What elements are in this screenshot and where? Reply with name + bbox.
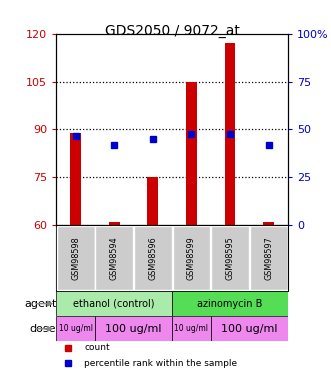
- Text: azinomycin B: azinomycin B: [197, 298, 263, 309]
- FancyBboxPatch shape: [56, 316, 95, 341]
- FancyBboxPatch shape: [134, 226, 172, 290]
- FancyBboxPatch shape: [56, 291, 172, 316]
- Bar: [70, 133, 81, 225]
- FancyBboxPatch shape: [57, 226, 95, 290]
- Text: ethanol (control): ethanol (control): [73, 298, 155, 309]
- Bar: [109, 222, 119, 225]
- FancyBboxPatch shape: [172, 291, 288, 316]
- Bar: [186, 82, 197, 225]
- FancyBboxPatch shape: [211, 226, 249, 290]
- Text: GDS2050 / 9072_at: GDS2050 / 9072_at: [105, 24, 240, 38]
- Bar: [263, 222, 274, 225]
- Text: GSM98597: GSM98597: [264, 236, 273, 280]
- Text: count: count: [84, 344, 110, 352]
- FancyBboxPatch shape: [250, 226, 288, 290]
- FancyBboxPatch shape: [56, 225, 288, 291]
- FancyBboxPatch shape: [211, 316, 288, 341]
- Text: dose: dose: [30, 324, 56, 334]
- Text: GSM98595: GSM98595: [225, 236, 235, 280]
- Text: 100 ug/ml: 100 ug/ml: [105, 324, 162, 334]
- Text: 10 ug/ml: 10 ug/ml: [174, 324, 209, 333]
- FancyBboxPatch shape: [172, 316, 211, 341]
- FancyBboxPatch shape: [172, 226, 210, 290]
- Text: 100 ug/ml: 100 ug/ml: [221, 324, 278, 334]
- FancyBboxPatch shape: [95, 316, 172, 341]
- Text: agent: agent: [24, 298, 56, 309]
- FancyBboxPatch shape: [95, 226, 133, 290]
- Text: GSM98594: GSM98594: [110, 236, 119, 280]
- Bar: [225, 44, 235, 225]
- Text: percentile rank within the sample: percentile rank within the sample: [84, 359, 237, 368]
- Text: 10 ug/ml: 10 ug/ml: [59, 324, 93, 333]
- Text: GSM98596: GSM98596: [148, 236, 157, 280]
- Text: GSM98598: GSM98598: [71, 236, 80, 280]
- Bar: [147, 177, 158, 225]
- Text: GSM98599: GSM98599: [187, 236, 196, 280]
